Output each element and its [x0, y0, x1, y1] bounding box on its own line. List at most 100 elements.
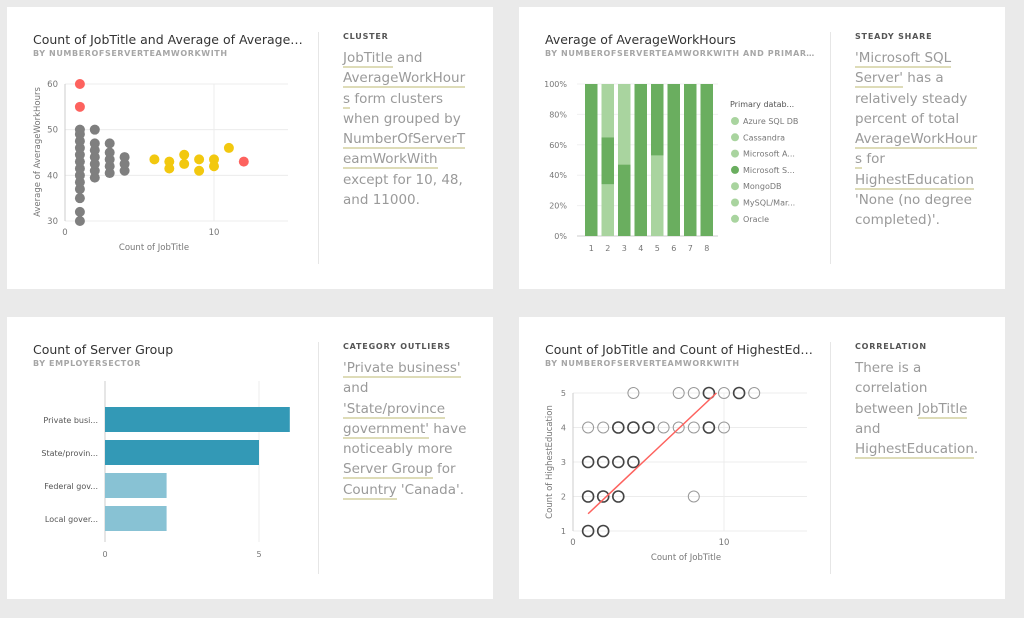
x-tick-label: 5	[655, 244, 660, 253]
x-tick-label: 3	[622, 244, 627, 253]
insight-label: STEADY SHARE	[855, 32, 933, 41]
data-point	[74, 163, 85, 174]
x-tick-label: 5	[256, 550, 261, 559]
insight-text-segment: has a relatively steady percent of total	[855, 70, 968, 127]
insight-highlight-term[interactable]: Server Group	[343, 461, 433, 480]
bar-segment	[651, 155, 664, 236]
insight-highlight-term[interactable]: AverageWorkHours	[855, 131, 978, 170]
data-point	[581, 455, 595, 469]
data-point	[89, 138, 100, 149]
insight-label: CLUSTER	[343, 32, 389, 41]
data-point	[581, 490, 595, 503]
correlation-insight-card[interactable]: Count of JobTitle and Count of HighestEd…	[519, 317, 1005, 599]
bar-segment	[634, 84, 647, 236]
legend-item: Azure SQL DB	[743, 117, 798, 126]
insight-text: 'Private business' and 'State/province g…	[343, 358, 471, 500]
data-point	[164, 156, 175, 167]
legend-item: MySQL/Mar...	[743, 199, 795, 208]
data-point	[209, 154, 219, 165]
insight-highlight-term[interactable]: 'Private business'	[343, 360, 461, 378]
category-outliers-insight-card[interactable]: Count of Server Group BY EMPLOYERSECTOR …	[7, 317, 493, 599]
x-tick-label: 4	[638, 244, 643, 253]
bar-segment	[585, 84, 598, 236]
insight-label: CORRELATION	[855, 342, 927, 351]
insight-highlight-term[interactable]: JobTitle	[343, 50, 393, 68]
insight-text: JobTitle and AverageWorkHours form clust…	[343, 48, 471, 210]
data-point	[74, 156, 85, 167]
cluster-insight-card[interactable]: Count of JobTitle and Average of Average…	[7, 7, 493, 289]
data-point	[179, 158, 190, 169]
data-point	[642, 421, 655, 434]
legend-item: Microsoft A...	[743, 150, 795, 159]
bar-segment	[601, 137, 614, 185]
data-point	[209, 161, 219, 172]
bar-segment	[618, 84, 631, 165]
data-point	[687, 387, 700, 399]
insight-text-segment: 'None (no degree completed)'.	[855, 192, 972, 229]
insight-highlight-term[interactable]: AverageWorkHours	[343, 70, 466, 109]
legend-marker	[731, 149, 739, 158]
data-point	[74, 142, 85, 153]
legend-marker	[731, 165, 739, 174]
bar-segment	[651, 84, 664, 156]
data-point	[238, 156, 249, 167]
insight-text-segment: have noticeably more	[343, 420, 467, 458]
data-point	[687, 421, 700, 434]
y-tick-label: 80%	[549, 110, 567, 119]
y-tick-label: 1	[561, 527, 566, 536]
insight-text-segment: form clusters when grouped by	[343, 90, 461, 127]
x-tick-label: 7	[688, 244, 693, 253]
scatter-chart: 1 2 3 4 5 0 10 Count of JobTitle Count of Highes…	[545, 386, 807, 563]
steady-share-insight-card[interactable]: Average of AverageWorkHours BY NUMBEROFS…	[519, 7, 1005, 289]
divider	[830, 342, 831, 574]
data-point	[718, 421, 730, 434]
x-tick-label: 8	[704, 244, 709, 253]
category-label: State/provin...	[41, 449, 98, 458]
data-point	[627, 387, 640, 399]
category-label: Local gover...	[45, 515, 98, 524]
y-tick-label: 3	[561, 458, 566, 467]
x-tick-label: 10	[719, 538, 730, 548]
bar	[105, 506, 167, 531]
bar-segment	[684, 84, 697, 236]
legend-marker	[731, 117, 739, 125]
insight-highlight-term[interactable]: 'Microsoft SQL Server'	[855, 50, 952, 89]
insight-text-segment: except for 10, 48, and 11000.	[343, 171, 463, 209]
data-point	[597, 421, 610, 434]
data-point	[74, 184, 85, 195]
data-point	[179, 149, 190, 160]
legend-marker	[731, 198, 739, 207]
data-point	[104, 147, 115, 158]
insight-highlight-term[interactable]: HighestEducation	[855, 171, 974, 190]
bar	[105, 407, 290, 432]
legend-item: Microsoft S...	[743, 166, 795, 175]
data-point	[194, 154, 205, 165]
x-tick-label: 1	[589, 244, 594, 253]
data-point	[748, 387, 761, 399]
data-point	[596, 524, 610, 538]
data-point	[74, 79, 85, 89]
y-axis-title: Average of AverageWorkHours	[33, 87, 43, 217]
insight-highlight-term[interactable]: Country	[343, 481, 397, 500]
x-tick-label: 6	[671, 244, 676, 253]
insight-text-segment: 'Canada'.	[396, 481, 465, 498]
data-point	[104, 138, 115, 149]
insight-highlight-term[interactable]: 'State/province government'	[343, 400, 446, 439]
insight-text: 'Microsoft SQL Server' has a relatively …	[855, 48, 983, 231]
y-tick-label: 30	[47, 217, 58, 227]
y-tick-label: 5	[561, 389, 566, 398]
data-point	[104, 154, 115, 165]
bar-segment	[618, 164, 631, 236]
data-point	[74, 177, 85, 188]
data-point	[89, 145, 100, 156]
bar	[105, 440, 259, 465]
insight-highlight-term[interactable]: NumberOfServerTeamWorkWith	[343, 131, 466, 170]
y-axis-title: Count of HighestEducation	[545, 405, 555, 519]
insight-highlight-term[interactable]: JobTitle	[917, 400, 968, 419]
insight-highlight-term[interactable]: HighestEducation	[855, 441, 974, 460]
insight-text-segment: and	[343, 380, 369, 397]
legend-marker	[731, 133, 739, 142]
bar-segment	[601, 184, 614, 236]
data-point	[612, 490, 625, 503]
data-point	[89, 165, 100, 176]
